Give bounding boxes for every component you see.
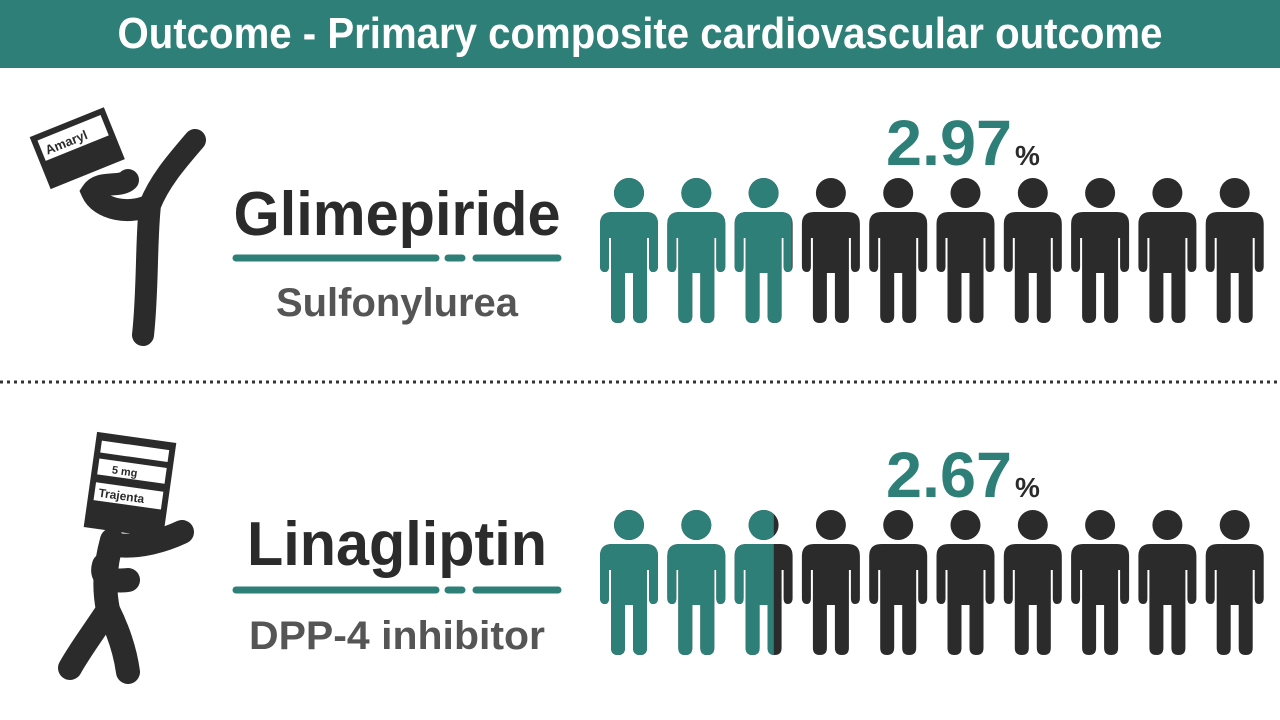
percent-unit: % bbox=[1015, 472, 1040, 503]
person-head bbox=[883, 510, 914, 540]
person-icon bbox=[667, 178, 726, 323]
person-body bbox=[1205, 212, 1264, 323]
person-head bbox=[815, 178, 846, 208]
person-icon bbox=[734, 178, 793, 323]
person-body bbox=[1003, 544, 1062, 655]
drug-name: Linagliptin bbox=[247, 510, 547, 579]
percent-value: 2.97 bbox=[886, 107, 1012, 179]
person-head bbox=[1085, 178, 1116, 208]
percent-unit: % bbox=[1015, 140, 1040, 171]
person-head bbox=[614, 178, 644, 208]
person-body bbox=[1071, 212, 1130, 323]
person-body bbox=[936, 212, 995, 323]
person-icon bbox=[600, 510, 658, 655]
person-body bbox=[1205, 544, 1264, 655]
drug-class: Sulfonylurea bbox=[276, 281, 519, 325]
person-body bbox=[869, 212, 928, 323]
person-body bbox=[1138, 544, 1197, 655]
person-head bbox=[681, 510, 712, 540]
person-icon bbox=[1138, 178, 1197, 323]
person-head bbox=[614, 510, 644, 540]
person-icon bbox=[869, 178, 928, 323]
person-body bbox=[1071, 544, 1130, 655]
person-icon bbox=[667, 510, 726, 655]
person-body bbox=[936, 544, 995, 655]
person-icon bbox=[936, 178, 995, 323]
person-icon bbox=[1071, 510, 1130, 655]
drug-name: Glimepiride bbox=[234, 180, 561, 249]
person-head bbox=[748, 178, 779, 208]
person-fill bbox=[600, 178, 658, 323]
percent-value: 2.67 bbox=[886, 439, 1012, 511]
box-dose: 5 mg bbox=[111, 464, 138, 479]
person-body bbox=[1003, 212, 1062, 323]
person-head bbox=[748, 510, 774, 540]
person-icon bbox=[869, 510, 928, 655]
person-head bbox=[1219, 510, 1250, 540]
person-body bbox=[869, 544, 928, 655]
person-icon bbox=[1003, 178, 1062, 323]
person-head bbox=[1017, 178, 1048, 208]
person-icon bbox=[801, 510, 860, 655]
person-body bbox=[600, 212, 658, 323]
person-body bbox=[734, 212, 792, 323]
header-title: Outcome - Primary composite cardiovascul… bbox=[118, 9, 1163, 58]
drug-class: DPP-4 inhibitor bbox=[249, 614, 545, 658]
person-head bbox=[815, 510, 846, 540]
person-fill bbox=[734, 510, 774, 655]
person-head bbox=[1017, 510, 1048, 540]
box-label: Trajenta bbox=[98, 486, 146, 506]
figure-glimepiride bbox=[79, 129, 206, 346]
person-body bbox=[667, 212, 726, 323]
person-fill bbox=[600, 510, 658, 655]
person-icon bbox=[936, 510, 995, 655]
person-body bbox=[600, 544, 658, 655]
person-head bbox=[1219, 178, 1250, 208]
person-head bbox=[883, 178, 914, 208]
person-icon bbox=[600, 178, 658, 323]
person-icon bbox=[801, 178, 860, 323]
box-trajenta: 5 mg Trajenta bbox=[83, 431, 177, 539]
person-head bbox=[950, 510, 981, 540]
person-body bbox=[667, 544, 726, 655]
person-body bbox=[734, 544, 774, 655]
box-amaryl: Amaryl bbox=[29, 107, 125, 190]
person-icon bbox=[1138, 510, 1197, 655]
header-bar bbox=[0, 0, 1280, 68]
person-icon bbox=[1205, 178, 1264, 323]
person-icon bbox=[734, 510, 793, 655]
person-head bbox=[1085, 510, 1116, 540]
person-body bbox=[801, 212, 860, 323]
person-fill bbox=[667, 510, 726, 655]
person-body bbox=[801, 544, 860, 655]
person-icon bbox=[1003, 510, 1062, 655]
person-head bbox=[681, 178, 712, 208]
person-head bbox=[950, 178, 981, 208]
figure-linagliptin bbox=[58, 520, 194, 684]
person-fill bbox=[734, 178, 792, 323]
person-head bbox=[1152, 178, 1183, 208]
person-body bbox=[1138, 212, 1197, 323]
person-icon bbox=[1205, 510, 1264, 655]
person-head bbox=[1152, 510, 1183, 540]
person-fill bbox=[667, 178, 726, 323]
person-icon bbox=[1071, 178, 1130, 323]
